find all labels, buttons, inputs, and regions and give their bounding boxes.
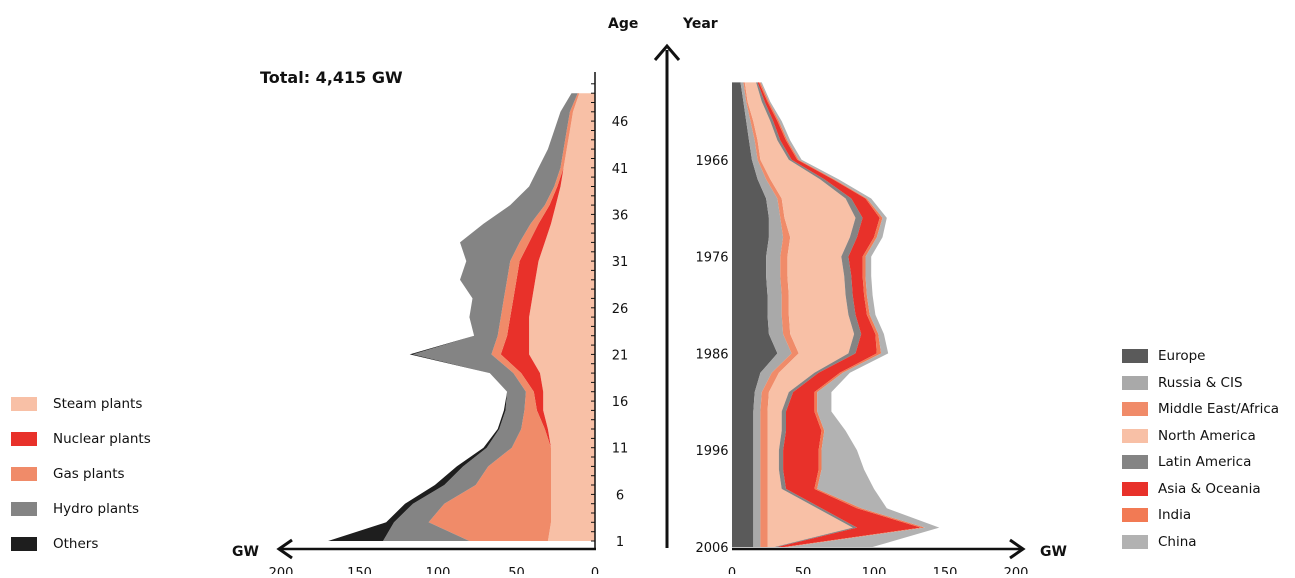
gw-tick-label: 150 [347, 566, 372, 574]
legend-swatch [1122, 534, 1148, 549]
legend-label: North America [1158, 427, 1256, 444]
area-latin-america [756, 82, 863, 548]
year-ticks: 1966 1976 1986 1996 2006 [695, 154, 728, 556]
legend-item-steam-plants: Steam plants [11, 394, 142, 414]
left-legend: Steam plants Nuclear plants Gas plants Hydr… [11, 394, 211, 564]
left-gw-ticks: 200 150 100 50 0 [269, 566, 600, 578]
right-chart-areas [732, 82, 940, 548]
age-tick-label: 26 [612, 302, 629, 317]
legend-swatch [11, 502, 37, 516]
legend-item-gas-plants: Gas plants [11, 464, 125, 484]
axes [276, 43, 1026, 560]
gw-tick-label: 0 [728, 566, 736, 574]
gw-tick-label: 150 [933, 566, 958, 574]
age-tick-label: 46 [612, 115, 629, 130]
area-europe [732, 82, 778, 548]
legend-item-hydro-plants: Hydro plants [11, 499, 139, 519]
year-axis-label: Year [682, 16, 718, 32]
age-tick-label: 6 [616, 488, 624, 503]
age-tick-label: 11 [612, 442, 629, 457]
legend-item-russia-cis: Russia & CIS [1122, 373, 1243, 393]
gw-tick-label: 0 [591, 566, 599, 574]
legend-swatch [1122, 508, 1148, 522]
legend-swatch [11, 397, 37, 411]
legend-swatch [1122, 349, 1148, 363]
right-legend: Europe Russia & CIS Middle East/Africa Nort… [1122, 346, 1292, 566]
area-north-america [744, 82, 856, 548]
legend-label: Europe [1158, 348, 1206, 364]
legend-swatch [1122, 402, 1148, 416]
gw-tick-label: 200 [1004, 566, 1029, 574]
left-chart-areas [328, 93, 595, 541]
area-asia-oceania [757, 82, 921, 548]
area-china [760, 82, 940, 548]
right-gw-label: GW [1040, 544, 1067, 560]
year-tick-label: 2006 [695, 541, 728, 556]
area-russia-cis [740, 82, 792, 548]
gw-tick-label: 50 [795, 566, 812, 574]
area-middle-east-africa [743, 82, 799, 548]
legend-label: China [1158, 533, 1197, 550]
legend-swatch [1122, 455, 1148, 469]
legend-label: Hydro plants [53, 501, 139, 517]
age-tick-label: 21 [612, 348, 629, 363]
right-gw-ticks: 0 50 100 150 200 [728, 566, 1029, 578]
legend-swatch [1122, 481, 1148, 496]
legend-swatch [11, 467, 37, 481]
legend-item-nuclear-plants: Nuclear plants [11, 429, 151, 449]
legend-item-middle-east-africa: Middle East/Africa [1122, 399, 1279, 419]
legend-label: Asia & Oceania [1158, 480, 1261, 497]
gw-tick-label: 50 [508, 566, 525, 574]
gw-tick-label: 200 [269, 566, 294, 574]
gw-tick-label: 100 [862, 566, 887, 574]
legend-item-china: China [1122, 532, 1197, 552]
age-tick-label: 31 [612, 255, 629, 270]
area-steam-plants [529, 93, 595, 541]
legend-swatch [1122, 375, 1148, 390]
age-tick-label: 41 [612, 162, 629, 177]
year-tick-label: 1996 [695, 444, 728, 459]
legend-swatch [11, 537, 37, 551]
area-hydro-plants [383, 93, 578, 541]
age-tick-label: 36 [612, 208, 629, 223]
legend-label: Latin America [1158, 454, 1252, 470]
up-arrow-icon [653, 43, 681, 61]
legend-item-asia-oceania: Asia & Oceania [1122, 479, 1261, 499]
legend-item-others: Others [11, 534, 98, 554]
area-nuclear-plants [500, 93, 580, 541]
legend-item-north-america: North America [1122, 426, 1256, 446]
year-tick-label: 1966 [695, 154, 728, 169]
legend-label: Middle East/Africa [1158, 401, 1280, 417]
legend-label: Steam plants [53, 396, 143, 412]
legend-label: Nuclear plants [53, 431, 151, 447]
left-arrow-icon [276, 538, 293, 560]
legend-swatch [1122, 428, 1148, 443]
right-arrow-icon [1009, 538, 1026, 560]
left-gw-label: GW [232, 544, 259, 560]
age-axis-label: Age [608, 16, 638, 32]
age-tick-label: 16 [612, 395, 629, 410]
legend-label: Gas plants [53, 466, 125, 482]
year-tick-label: 1976 [695, 251, 728, 266]
age-tick-label: 1 [616, 535, 624, 550]
legend-item-india: India [1122, 505, 1191, 525]
legend-label: Others [53, 536, 99, 552]
legend-label: India [1158, 507, 1192, 523]
year-tick-label: 1986 [695, 347, 728, 362]
area-gas-plants [428, 93, 580, 541]
total-label: Total: 4,415 GW [260, 68, 403, 87]
legend-label: Russia & CIS [1158, 374, 1243, 391]
gw-tick-label: 100 [426, 566, 451, 574]
legend-swatch [11, 432, 37, 446]
legend-item-europe: Europe [1122, 346, 1205, 366]
legend-item-latin-america: Latin America [1122, 452, 1251, 472]
